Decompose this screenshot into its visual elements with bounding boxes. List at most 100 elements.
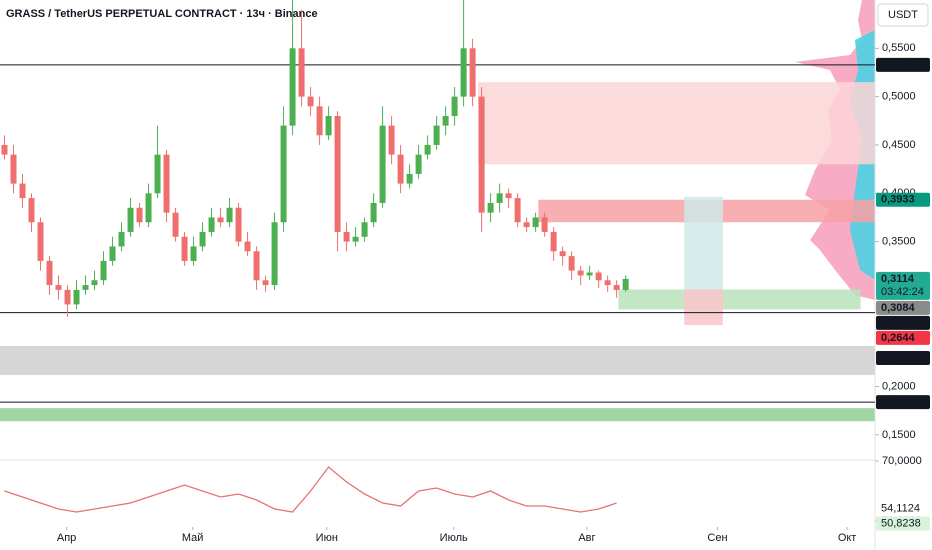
candle-body: [109, 246, 116, 261]
candle-body: [442, 115, 449, 126]
candle-body: [163, 154, 170, 213]
price-badge: [876, 315, 930, 330]
candle-body: [217, 217, 224, 223]
candle-body: [244, 241, 251, 252]
x-tick-label: Авг: [578, 532, 595, 544]
candle-body: [154, 154, 161, 194]
x-tick-label: Май: [182, 532, 204, 544]
price-badge: [876, 192, 930, 207]
candle-body: [532, 217, 539, 228]
candle-body: [100, 260, 107, 281]
x-tick-label: Окт: [838, 532, 857, 544]
candle-body: [19, 183, 26, 199]
candle-body: [559, 251, 566, 257]
candle-body: [307, 96, 314, 107]
candle-body: [280, 125, 287, 223]
value-badge-label: 50,8238: [881, 518, 921, 530]
candle-body: [523, 222, 530, 228]
candle-body: [577, 270, 584, 276]
candle-body: [478, 96, 485, 213]
candle-body: [226, 207, 233, 223]
value-badge: [876, 501, 930, 516]
price-badge-label: 0,1839: [881, 396, 915, 408]
price-badge: [876, 330, 930, 345]
candle-body: [550, 231, 557, 252]
countdown: 03:42:24: [881, 286, 924, 298]
value-badge: [876, 516, 930, 531]
candle-body: [424, 144, 431, 155]
candle-body: [55, 285, 62, 290]
candle-body: [487, 202, 494, 213]
candle-body: [469, 48, 476, 97]
candle-body: [415, 154, 422, 174]
candle-body: [622, 278, 629, 290]
candle-body: [73, 289, 80, 305]
currency-button[interactable]: [877, 3, 929, 27]
candle-body: [379, 125, 386, 203]
x-tick-label: Апр: [57, 532, 76, 544]
y-tick-label: 0,1500: [882, 429, 916, 441]
candle-body: [496, 193, 503, 203]
candle-body: [37, 222, 44, 261]
candle-body: [595, 272, 602, 281]
candle-body: [136, 207, 143, 223]
candle-body: [451, 96, 458, 116]
y-tick-label: 0,3500: [882, 236, 916, 248]
candle-body: [28, 198, 35, 223]
zone: [0, 408, 875, 422]
candle-body: [406, 173, 413, 184]
price-badge: [876, 350, 930, 365]
x-tick-label: Июн: [316, 532, 338, 544]
candle-body: [118, 231, 125, 247]
candle-body: [181, 236, 188, 261]
candle-body: [568, 256, 575, 271]
candle-body: [298, 48, 305, 97]
candle-body: [289, 48, 296, 126]
currency-label[interactable]: USDT: [888, 9, 918, 21]
candle-body: [433, 125, 440, 145]
candle-body: [325, 115, 332, 136]
candle-body: [262, 280, 269, 286]
candle-body: [505, 193, 512, 199]
price-badge-label: 0,2644: [881, 332, 916, 344]
y-tick-label: 70,0000: [882, 455, 922, 467]
zone: [478, 82, 875, 165]
candle-body: [64, 289, 71, 305]
candle-body: [370, 202, 377, 223]
candle-body: [235, 207, 242, 242]
volume-profile: [0, 0, 875, 422]
candle-body: [460, 48, 467, 97]
x-tick-label: Сен: [707, 532, 727, 544]
y-tick-label: 0,4500: [882, 139, 916, 151]
candle-body: [352, 236, 359, 242]
candle-body: [199, 231, 206, 247]
price-badge: [876, 271, 930, 300]
price-badge-label: 0,3084: [881, 302, 916, 314]
candle-body: [46, 260, 53, 286]
price-badge-label: 0,5329: [881, 59, 915, 71]
zone: [0, 345, 875, 375]
candle-body: [190, 246, 197, 261]
zone: [618, 289, 861, 310]
candle-body: [397, 154, 404, 184]
candle-body: [208, 217, 215, 232]
candle-body: [586, 272, 593, 276]
candle-body: [613, 285, 620, 290]
candle-body: [334, 115, 341, 232]
candle-body: [361, 222, 368, 237]
candle-body: [604, 280, 611, 286]
candle-body: [127, 207, 134, 232]
zone: [684, 289, 723, 325]
candle-body: [253, 251, 260, 281]
candle-body: [10, 154, 17, 184]
y-tick-label: 0,5500: [882, 42, 916, 54]
price-badge: [876, 300, 930, 315]
candle-body: [343, 231, 350, 242]
price-badge: [876, 57, 930, 72]
candle-body: [541, 217, 548, 232]
oscillator-line: [4, 466, 617, 513]
y-tick-label: 0,2000: [882, 380, 916, 392]
price-badge-label: 0,2765: [881, 317, 915, 329]
candle-body: [1, 144, 8, 155]
